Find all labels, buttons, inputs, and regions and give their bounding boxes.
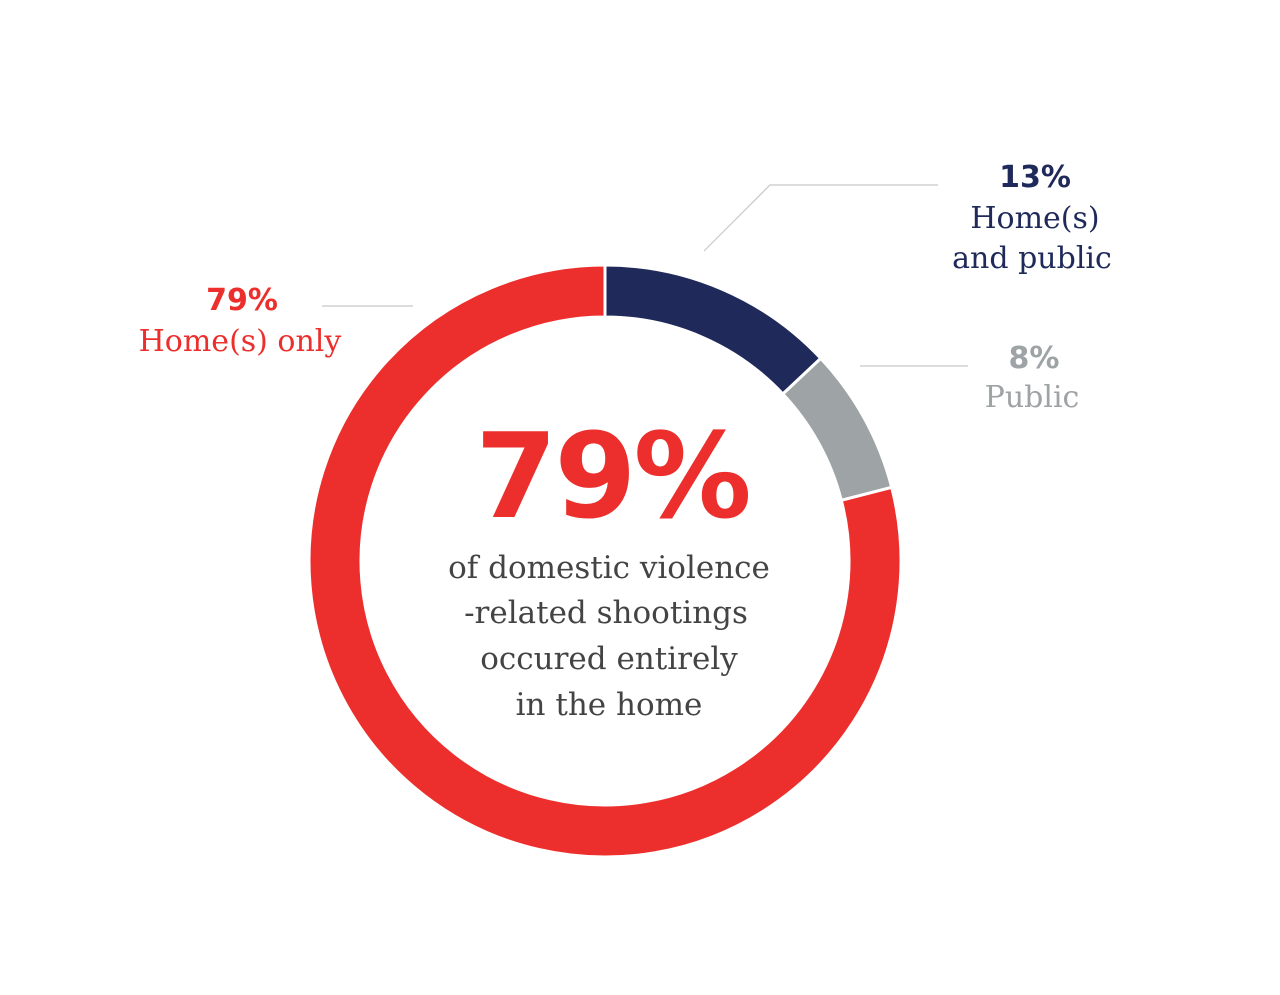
donut-slice-0 [603, 263, 823, 397]
center-value: 79% [475, 407, 748, 545]
slice-label-public-line1: Public [985, 380, 1080, 415]
donut-slice-2 [307, 263, 903, 859]
leader-lines [322, 184, 968, 367]
slice-label-public-pct: 8% [1009, 341, 1060, 376]
slice-label-home-only-line1: Home(s) only [139, 324, 342, 359]
leader-line-home-and-public [703, 184, 938, 252]
center-text-line-4: in the home [516, 687, 703, 723]
slice-label-home-only-pct: 79% [206, 283, 278, 318]
slice-label-home-and-public-line2: and public [952, 241, 1112, 276]
center-text-line-3: occured entirely [480, 641, 738, 677]
slice-label-home-and-public-line1: Home(s) [970, 201, 1099, 236]
donut-slice-1 [780, 356, 894, 503]
center-text-line-1: of domestic violence [448, 550, 770, 586]
center-text-line-2: -related shootings [464, 595, 748, 631]
slice-label-home-and-public-pct: 13% [999, 160, 1071, 195]
donut-slices [307, 263, 903, 859]
